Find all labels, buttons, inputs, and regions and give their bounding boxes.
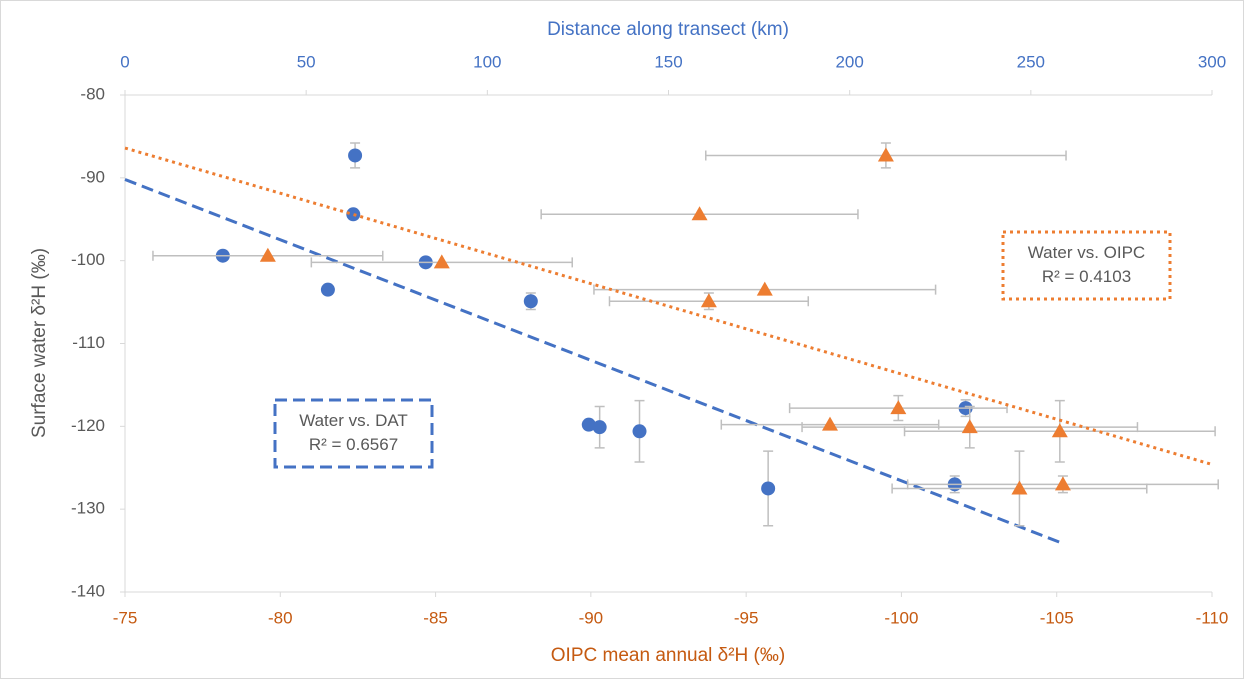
y-tick-label: -120 xyxy=(71,416,105,435)
x-tick-label: -90 xyxy=(579,608,604,627)
trendline xyxy=(124,178,1061,544)
point xyxy=(1011,480,1028,495)
point xyxy=(890,400,907,415)
point xyxy=(1051,423,1068,438)
point xyxy=(320,282,335,297)
x-tick-label: -100 xyxy=(884,608,918,627)
x2-axis-title: Distance along transect (km) xyxy=(547,19,789,40)
point xyxy=(346,207,361,222)
x2-tick-label: 250 xyxy=(1017,52,1045,71)
point xyxy=(433,254,450,269)
trendline-label: Water vs. DAT xyxy=(299,411,408,430)
point xyxy=(259,247,276,262)
trendline-label-box xyxy=(273,398,434,469)
trendline-label-box xyxy=(1001,230,1172,301)
x-tick-label: -80 xyxy=(268,608,293,627)
x-tick-label: -85 xyxy=(423,608,448,627)
point xyxy=(821,416,838,431)
x-tick-label: -75 xyxy=(113,608,138,627)
point xyxy=(581,417,596,432)
point xyxy=(691,206,708,221)
x2-tick-label: 100 xyxy=(473,52,501,71)
y-tick-label: -100 xyxy=(71,250,105,269)
point xyxy=(348,148,363,163)
y-tick-label: -130 xyxy=(71,499,105,518)
y-tick-label: -140 xyxy=(71,581,105,600)
x-axis-title: OIPC mean annual δ²H (‰) xyxy=(551,645,785,666)
x2-tick-label: 0 xyxy=(120,52,129,71)
trendline-label: R² = 0.6567 xyxy=(309,435,398,454)
trendline-label: Water vs. OIPC xyxy=(1028,243,1145,262)
x-tick-label: -105 xyxy=(1040,608,1074,627)
point xyxy=(632,424,647,439)
point xyxy=(761,481,776,496)
point xyxy=(961,419,978,434)
point xyxy=(877,147,894,162)
point xyxy=(592,420,607,435)
y-tick-label: -80 xyxy=(80,84,105,103)
point xyxy=(523,294,538,309)
x2-tick-label: 200 xyxy=(835,52,863,71)
y-tick-label: -90 xyxy=(80,167,105,186)
x2-tick-label: 150 xyxy=(654,52,682,71)
x2-tick-label: 300 xyxy=(1198,52,1226,71)
y-tick-label: -110 xyxy=(72,333,105,352)
point xyxy=(756,281,773,296)
x-tick-label: -110 xyxy=(1196,608,1229,627)
x2-tick-label: 50 xyxy=(297,52,316,71)
x-tick-label: -95 xyxy=(734,608,759,627)
trendline-label: R² = 0.4103 xyxy=(1042,267,1131,286)
point xyxy=(1054,476,1071,491)
point xyxy=(700,293,717,308)
y-axis-title: Surface water δ²H (‰) xyxy=(29,248,50,438)
